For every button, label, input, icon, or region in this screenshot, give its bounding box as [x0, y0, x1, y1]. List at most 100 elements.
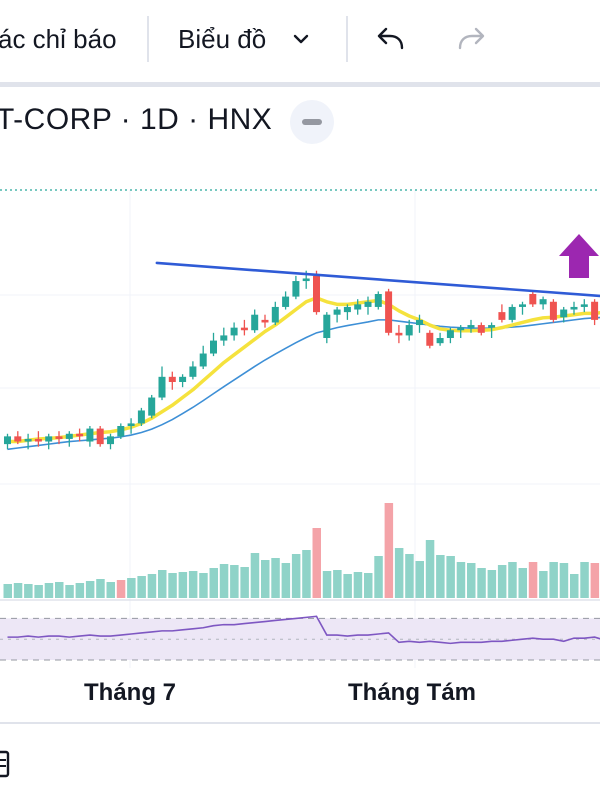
volume-bar — [528, 562, 538, 598]
candle-body — [55, 436, 63, 439]
candle-body — [302, 278, 310, 282]
moving-averages — [7, 296, 600, 451]
redo-icon[interactable] — [452, 24, 490, 56]
price-chart[interactable] — [0, 88, 600, 720]
volume-bar — [85, 581, 95, 598]
chart-type-label: Biểu đồ — [178, 24, 267, 54]
chevron-down-icon — [293, 34, 309, 44]
volume-bar — [322, 571, 332, 598]
symbol-title[interactable]: T-CORP · 1D · HNX — [0, 103, 273, 136]
candle-body — [313, 275, 320, 313]
candle-body — [271, 306, 279, 323]
volume-bar — [446, 556, 455, 598]
candle-body — [436, 338, 444, 344]
volume-bar — [312, 528, 321, 598]
toolbar-separator — [147, 16, 149, 62]
candle-body — [519, 304, 526, 307]
chart-grid — [0, 189, 600, 668]
candle-body — [4, 436, 11, 445]
candle-body — [354, 304, 362, 310]
volume-bar — [261, 560, 270, 598]
volume-bar — [302, 550, 311, 598]
volume-bar — [415, 561, 424, 598]
x-axis-label-july: Tháng 7 — [84, 679, 177, 706]
volume-bar — [240, 567, 249, 598]
volume-bar — [147, 574, 157, 598]
volume-bar — [250, 553, 260, 598]
candle-body — [34, 438, 42, 442]
candle-body — [498, 312, 506, 320]
minus-icon — [302, 119, 322, 125]
volume-bar — [559, 563, 569, 598]
rsi-band — [0, 618, 600, 660]
candle-body — [230, 327, 238, 336]
volume-bar — [291, 554, 301, 598]
candle-body — [179, 376, 187, 382]
volume-bar — [590, 563, 600, 598]
candle-body — [508, 306, 516, 320]
candle-body — [416, 319, 423, 326]
rsi-pane — [0, 615, 600, 661]
volume-bar — [127, 578, 136, 598]
ma-slow-line — [7, 316, 600, 451]
volume-bar — [508, 562, 517, 598]
volume-bar — [374, 556, 383, 598]
volume-bar — [158, 570, 167, 598]
candle-body — [189, 366, 197, 377]
candle-body — [210, 340, 217, 354]
candle-body — [529, 294, 537, 305]
candle-body — [117, 426, 125, 437]
volume-bar — [394, 548, 404, 598]
candle-body — [405, 325, 413, 336]
indicators-button[interactable]: ác chỉ báo — [0, 24, 117, 54]
candle-body — [240, 327, 248, 331]
candle-body — [333, 309, 341, 315]
collapse-legend-button[interactable] — [290, 100, 334, 144]
candle-body — [477, 325, 485, 333]
candle-body — [251, 314, 259, 331]
candle-body — [148, 397, 156, 416]
candle-body — [570, 306, 578, 310]
candle-body — [446, 330, 454, 338]
volume-bar — [570, 574, 579, 598]
candle-body — [591, 301, 599, 320]
candles — [4, 270, 599, 450]
volume-bar — [353, 572, 363, 598]
candle-body — [395, 332, 403, 336]
volume-bar — [364, 573, 373, 598]
resistance-trendline — [155, 261, 600, 298]
candle-body — [107, 436, 114, 445]
candle-body — [127, 423, 135, 426]
ma-fast-line — [7, 296, 600, 444]
volume-bar — [219, 564, 229, 598]
candle-body — [488, 325, 496, 328]
candle-body — [323, 314, 331, 338]
candle-body — [168, 376, 176, 382]
volume-pane — [3, 503, 600, 598]
volume-bar — [34, 585, 43, 598]
x-axis-label-august: Tháng Tám — [348, 679, 477, 706]
volume-bar — [3, 584, 12, 598]
volume-bar — [178, 572, 188, 598]
candle-body — [14, 436, 22, 442]
candle-body — [580, 304, 588, 307]
bottom-toolbar-divider — [0, 722, 600, 724]
candle-body — [539, 299, 547, 305]
volume-bar — [518, 568, 527, 598]
volume-bar — [456, 562, 466, 598]
volume-bar — [281, 563, 291, 598]
volume-bar — [199, 573, 208, 598]
chart-type-dropdown[interactable]: Biểu đồ — [168, 16, 318, 62]
undo-icon[interactable] — [372, 24, 410, 56]
candle-body — [374, 294, 382, 307]
document-icon[interactable] — [0, 748, 12, 780]
candle-body — [96, 428, 104, 445]
volume-bar — [137, 576, 146, 598]
volume-bar — [13, 583, 23, 598]
volume-bar — [24, 584, 33, 598]
chart-toolbar: ác chỉ báo Biểu đồ — [0, 0, 600, 80]
volume-bar — [75, 583, 85, 598]
volume-bar — [343, 574, 352, 598]
candle-body — [261, 319, 269, 323]
candle-body — [199, 353, 207, 367]
